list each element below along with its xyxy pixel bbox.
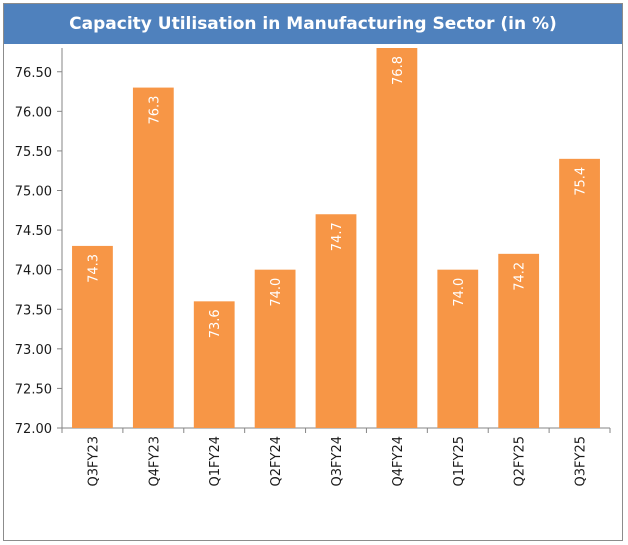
bars (72, 48, 600, 429)
data-label-q4fy23: 76.3 (147, 96, 162, 125)
x-tick-label-q3fy24: Q3FY24 (330, 436, 345, 486)
x-tick-label-q2fy25: Q2FY25 (513, 436, 528, 486)
bar-q3fy23 (72, 245, 113, 428)
y-tick-label: 75.50 (15, 145, 52, 160)
data-label-q2fy24: 74.0 (269, 278, 284, 307)
y-tick-label: 73.00 (15, 343, 52, 358)
data-label-q1fy25: 74.0 (452, 278, 467, 307)
y-tick-label: 76.00 (15, 105, 52, 120)
bar-q4fy23 (132, 87, 174, 428)
x-tick-label-q3fy23: Q3FY23 (86, 436, 101, 486)
x-tick-label-q2fy24: Q2FY24 (269, 436, 284, 486)
y-tick-label: 73.50 (15, 303, 52, 318)
bar-q3fy25 (559, 158, 600, 429)
y-tick-label: 72.00 (15, 422, 52, 437)
data-label-q3fy23: 74.3 (86, 254, 101, 283)
bar-q2fy25 (498, 253, 540, 428)
bar-q2fy24 (254, 269, 296, 428)
x-tick-label-q4fy23: Q4FY23 (147, 436, 162, 486)
x-tick-label-q3fy25: Q3FY25 (574, 436, 589, 486)
data-label-q3fy24: 74.7 (330, 222, 345, 251)
data-label-q4fy24: 76.8 (391, 56, 406, 85)
y-axis: 72.00 72.50 73.00 73.50 74.00 74.50 75.00 75.50… (15, 48, 63, 437)
data-label-q1fy24: 73.6 (208, 309, 223, 338)
x-tick-label-q1fy24: Q1FY24 (208, 436, 223, 486)
data-labels: 74.3 76.3 73.6 74.0 74.7 76.8 74.0 74.2 75.4 (86, 56, 588, 338)
y-tick-label: 74.50 (15, 224, 52, 239)
bar-q1fy24 (193, 301, 235, 428)
bar-q1fy25 (437, 269, 479, 428)
y-tick-label: 74.00 (15, 264, 52, 279)
x-tick-label-q4fy24: Q4FY24 (391, 436, 406, 486)
y-tick-label: 75.00 (15, 185, 52, 200)
x-tick-label-q1fy25: Q1FY25 (452, 436, 467, 486)
y-tick-label: 72.50 (15, 382, 52, 397)
data-label-q3fy25: 75.4 (574, 167, 589, 196)
chart-title: Capacity Utilisation in Manufacturing Se… (4, 4, 622, 44)
bar-q4fy24 (376, 48, 418, 428)
x-axis: Q3FY23 Q4FY23 Q1FY24 Q2FY24 Q3FY24 Q4FY24 Q1FY… (61, 427, 611, 486)
y-tick-label: 76.50 (15, 66, 52, 81)
bar-q3fy24 (315, 214, 357, 428)
data-label-q2fy25: 74.2 (513, 262, 528, 291)
